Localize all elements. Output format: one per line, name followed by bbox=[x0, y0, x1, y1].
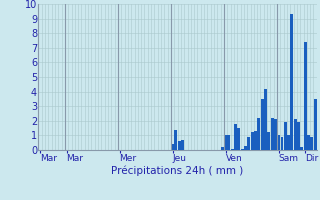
Bar bbox=[281, 137, 284, 150]
Bar bbox=[241, 149, 244, 150]
Bar bbox=[297, 122, 300, 150]
Bar bbox=[304, 42, 307, 150]
Bar bbox=[294, 119, 297, 150]
Bar bbox=[310, 137, 313, 150]
Bar bbox=[300, 147, 303, 150]
Bar bbox=[231, 149, 234, 150]
Bar bbox=[291, 14, 293, 150]
Bar bbox=[247, 137, 250, 150]
Bar bbox=[234, 124, 237, 150]
Bar bbox=[274, 119, 277, 150]
X-axis label: Précipitations 24h ( mm ): Précipitations 24h ( mm ) bbox=[111, 166, 244, 176]
Bar bbox=[260, 99, 264, 150]
Bar bbox=[277, 135, 280, 150]
Bar bbox=[228, 135, 230, 150]
Bar bbox=[271, 118, 274, 150]
Bar bbox=[254, 131, 257, 150]
Bar bbox=[314, 99, 316, 150]
Bar bbox=[307, 135, 310, 150]
Bar bbox=[174, 130, 177, 150]
Bar bbox=[244, 146, 247, 150]
Bar bbox=[171, 144, 174, 150]
Bar bbox=[251, 132, 254, 150]
Bar bbox=[224, 135, 227, 150]
Bar bbox=[257, 118, 260, 150]
Bar bbox=[221, 147, 224, 150]
Bar bbox=[284, 122, 287, 150]
Bar bbox=[264, 89, 267, 150]
Bar bbox=[287, 135, 290, 150]
Bar bbox=[181, 140, 184, 150]
Bar bbox=[237, 128, 240, 150]
Bar bbox=[178, 141, 181, 150]
Bar bbox=[267, 132, 270, 150]
